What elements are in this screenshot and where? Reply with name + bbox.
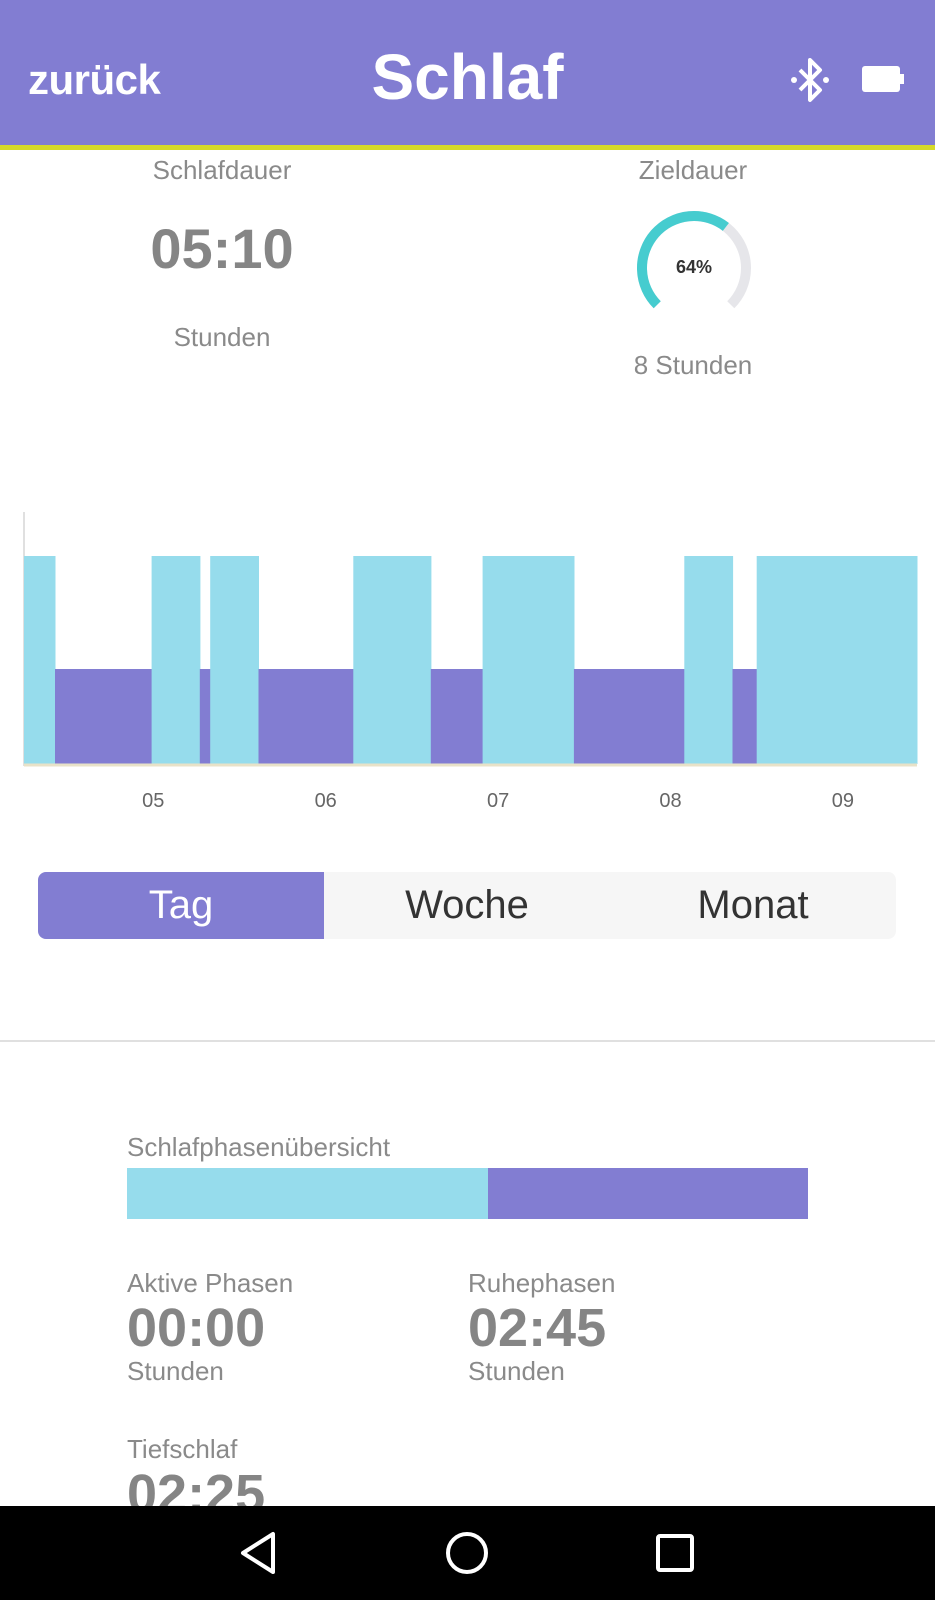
- chart-bar-light: [353, 556, 432, 764]
- stat-rest-unit: Stunden: [468, 1356, 565, 1386]
- goal-value: 8 Stunden: [633, 350, 753, 380]
- battery-icon: [862, 66, 904, 92]
- x-tick-label: 05: [142, 790, 164, 812]
- stat-active-value: 00:00: [127, 1298, 266, 1358]
- chart-bar-light: [210, 556, 259, 764]
- chart-bar-light: [756, 556, 918, 764]
- back-button[interactable]: zurück: [28, 56, 161, 103]
- duration-label: Schlafdauer: [152, 155, 292, 185]
- stat-rest: Ruhephasen 02:45 Stunden: [468, 1268, 615, 1388]
- chart-bar-light: [24, 556, 56, 764]
- period-switch: Tag Woche Monat: [38, 872, 896, 939]
- chart-bar-deep: [199, 669, 211, 764]
- overview-title: Schlafphasenübersicht: [127, 1132, 391, 1162]
- x-tick-label: 08: [659, 790, 681, 812]
- back-triangle-icon[interactable]: [235, 1528, 285, 1578]
- chart-bar-deep: [573, 669, 685, 764]
- x-tick-label: 09: [832, 790, 854, 812]
- chart-bar-deep: [258, 669, 354, 764]
- stat-active: Aktive Phasen 00:00 Stunden: [127, 1268, 293, 1388]
- chart-bar-deep: [55, 669, 152, 764]
- stat-rest-label: Ruhephasen: [468, 1268, 616, 1298]
- phase-overview-bar: [127, 1168, 808, 1219]
- goal-label: Zieldauer: [638, 155, 748, 185]
- duration-value: 05:10: [150, 217, 294, 280]
- overview-light-segment: [127, 1168, 488, 1219]
- stat-rest-value: 02:45: [468, 1298, 607, 1358]
- bluetooth-icon[interactable]: [790, 56, 830, 104]
- home-circle-icon[interactable]: [442, 1528, 492, 1578]
- chart-bar-light: [151, 556, 201, 764]
- tab-day[interactable]: Tag: [38, 872, 324, 939]
- x-tick-label: 06: [315, 790, 337, 812]
- sleep-phase-chart: 05 06 07 08 09: [23, 512, 918, 812]
- chart-bar-light: [482, 556, 575, 764]
- overview-deep-segment: [487, 1168, 808, 1219]
- tab-month[interactable]: Monat: [697, 883, 809, 927]
- stat-deep-label: Tiefschlaf: [127, 1434, 238, 1464]
- system-nav-bar: [0, 1506, 935, 1600]
- duration-unit: Stunden: [173, 322, 271, 352]
- app-header: zurück Schlaf: [0, 0, 935, 150]
- tab-week[interactable]: Woche: [405, 883, 529, 927]
- stat-active-unit: Stunden: [127, 1356, 224, 1386]
- recents-square-icon[interactable]: [650, 1528, 700, 1578]
- chart-bar-light: [684, 556, 734, 764]
- x-tick-label: 07: [487, 790, 509, 812]
- goal-percent: 64%: [676, 257, 712, 277]
- chart-bar-deep: [732, 669, 758, 764]
- section-divider: [0, 1040, 935, 1042]
- chart-bar-deep: [430, 669, 483, 764]
- stat-active-label: Aktive Phasen: [127, 1268, 294, 1298]
- goal-gauge: 64%: [636, 211, 751, 309]
